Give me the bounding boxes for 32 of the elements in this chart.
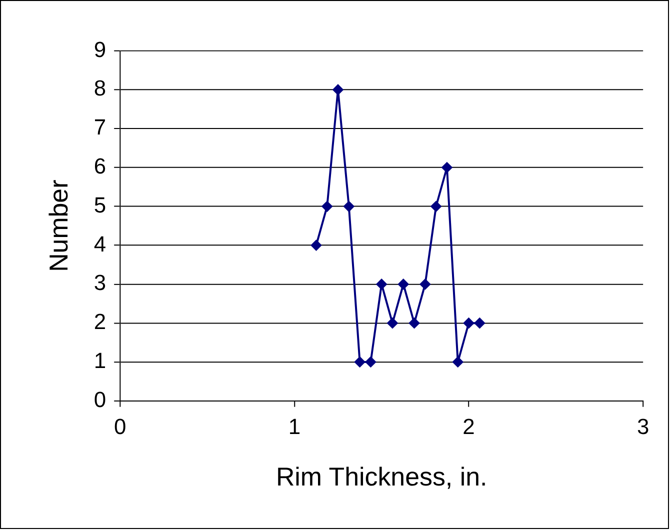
point [310,240,322,251]
point [322,200,333,212]
point [408,318,420,329]
point [354,356,366,368]
point [343,200,354,212]
point [452,356,464,368]
point [332,84,344,96]
x-tick-label: 3 [636,414,650,440]
x-tick-label: 1 [288,414,301,440]
point [376,278,388,290]
point [386,318,398,329]
y-axis-title: Number [46,179,74,272]
point [441,162,452,173]
point [420,278,431,290]
y-tick-label: 6 [94,154,106,179]
x-axis-title: Rim Thickness, in. [276,464,488,492]
point [463,318,474,329]
y-tick-label: 9 [94,36,106,62]
y-tick-label: 7 [94,114,106,140]
point [365,356,376,368]
point [398,278,409,290]
y-tick-label: 2 [94,309,106,334]
y-tick-label: 8 [94,76,106,101]
y-tick-label: 3 [94,270,106,296]
y-tick-label: 0 [94,386,106,412]
point [430,200,442,212]
x-tick-label: 0 [114,414,126,440]
point [474,318,486,329]
y-tick-label: 5 [94,192,106,218]
y-tick-label: 1 [94,348,106,374]
y-tick-label: 4 [94,231,106,256]
x-tick-label: 2 [462,414,475,440]
